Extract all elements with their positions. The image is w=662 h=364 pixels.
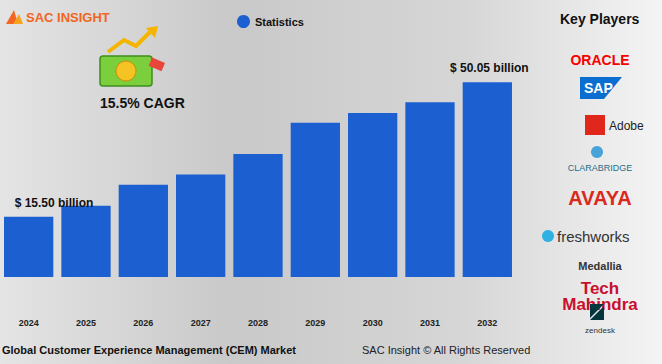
svg-text:2032: 2032 [477, 318, 497, 328]
svg-text:Adobe: Adobe [609, 119, 644, 133]
svg-text:$ 50.05 billion: $ 50.05 billion [450, 61, 529, 75]
svg-text:Statistics: Statistics [255, 16, 304, 28]
svg-text:15.5% CAGR: 15.5% CAGR [100, 95, 185, 111]
svg-text:2026: 2026 [133, 318, 153, 328]
svg-text:zendesk: zendesk [585, 326, 616, 335]
svg-text:2028: 2028 [248, 318, 268, 328]
svg-text:2027: 2027 [191, 318, 211, 328]
svg-text:Tech: Tech [580, 278, 620, 298]
svg-text:2030: 2030 [363, 318, 383, 328]
svg-text:ORACLE: ORACLE [570, 52, 629, 68]
svg-text:2024: 2024 [19, 318, 39, 328]
svg-text:Key Players: Key Players [560, 11, 640, 27]
svg-text:2031: 2031 [420, 318, 440, 328]
svg-text:Global Customer Experience Man: Global Customer Experience Management (C… [2, 344, 296, 356]
svg-text:AVAYA: AVAYA [568, 187, 631, 209]
svg-text:SAP: SAP [584, 80, 613, 96]
svg-text:$ 15.50 billion: $ 15.50 billion [15, 196, 94, 210]
svg-text:freshworks: freshworks [557, 228, 630, 245]
svg-text:CLARABRIDGE: CLARABRIDGE [568, 163, 633, 173]
svg-text:SAC Insight © All Rights Reser: SAC Insight © All Rights Reserved [362, 344, 530, 356]
svg-text:SAC INSIGHT: SAC INSIGHT [26, 10, 110, 25]
svg-text:Mahindra: Mahindra [562, 294, 638, 314]
svg-text:2029: 2029 [305, 318, 325, 328]
svg-text:Medallia: Medallia [578, 260, 622, 272]
svg-text:2025: 2025 [76, 318, 96, 328]
